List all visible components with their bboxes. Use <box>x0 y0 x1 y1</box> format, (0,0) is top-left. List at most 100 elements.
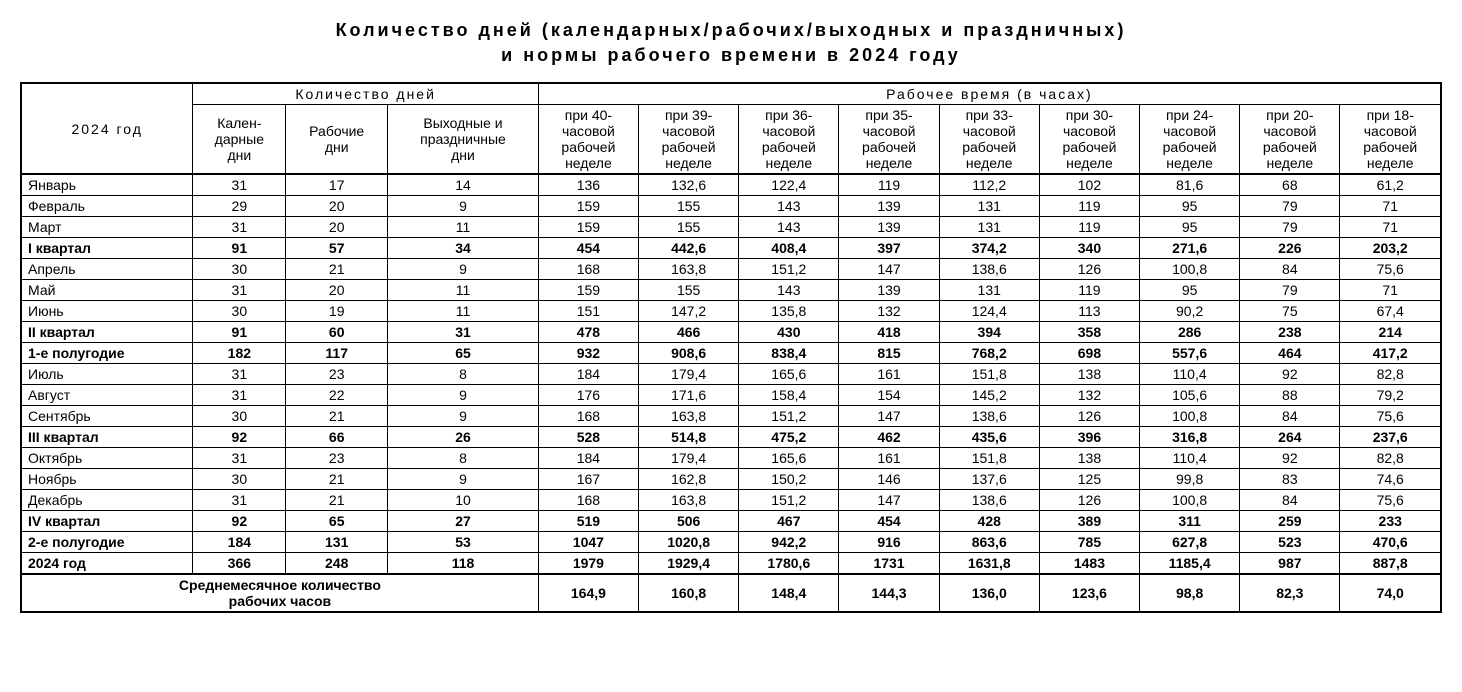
row-cell: 286 <box>1140 322 1240 343</box>
row-label: Июнь <box>21 301 193 322</box>
row-cell: 139 <box>839 280 939 301</box>
row-cell: 92 <box>193 427 286 448</box>
row-label: II квартал <box>21 322 193 343</box>
row-cell: 161 <box>839 364 939 385</box>
row-cell: 147,2 <box>639 301 739 322</box>
row-cell: 138,6 <box>939 490 1039 511</box>
row-cell: 23 <box>286 448 388 469</box>
avg-cell: 123,6 <box>1039 574 1139 612</box>
table-row: Октябрь31238184179,4165,6161151,8138110,… <box>21 448 1441 469</box>
row-cell: 112,2 <box>939 174 1039 196</box>
row-cell: 29 <box>193 196 286 217</box>
row-cell: 31 <box>193 280 286 301</box>
row-cell: 430 <box>739 322 839 343</box>
row-cell: 84 <box>1240 490 1340 511</box>
row-label: Октябрь <box>21 448 193 469</box>
row-cell: 75 <box>1240 301 1340 322</box>
row-label: Ноябрь <box>21 469 193 490</box>
row-cell: 150,2 <box>739 469 839 490</box>
row-cell: 20 <box>286 196 388 217</box>
row-cell: 1979 <box>538 553 638 575</box>
row-cell: 138,6 <box>939 259 1039 280</box>
row-cell: 176 <box>538 385 638 406</box>
row-cell: 100,8 <box>1140 490 1240 511</box>
row-cell: 442,6 <box>639 238 739 259</box>
row-cell: 932 <box>538 343 638 364</box>
row-cell: 627,8 <box>1140 532 1240 553</box>
row-cell: 31 <box>193 385 286 406</box>
row-cell: 238 <box>1240 322 1340 343</box>
avg-cell: 82,3 <box>1240 574 1340 612</box>
row-cell: 151,8 <box>939 364 1039 385</box>
row-cell: 815 <box>839 343 939 364</box>
row-cell: 161 <box>839 448 939 469</box>
header-hours-group: Рабочее время (в часах) <box>538 83 1441 105</box>
row-cell: 8 <box>388 448 539 469</box>
row-cell: 462 <box>839 427 939 448</box>
row-cell: 428 <box>939 511 1039 532</box>
row-cell: 214 <box>1340 322 1441 343</box>
row-cell: 155 <box>639 280 739 301</box>
row-label: Апрель <box>21 259 193 280</box>
row-cell: 271,6 <box>1140 238 1240 259</box>
row-cell: 838,4 <box>739 343 839 364</box>
row-cell: 31 <box>193 448 286 469</box>
row-cell: 71 <box>1340 196 1441 217</box>
avg-cell: 136,0 <box>939 574 1039 612</box>
row-cell: 366 <box>193 553 286 575</box>
table-row: 2024 год36624811819791929,41780,61731163… <box>21 553 1441 575</box>
row-cell: 519 <box>538 511 638 532</box>
row-cell: 470,6 <box>1340 532 1441 553</box>
row-cell: 159 <box>538 196 638 217</box>
row-cell: 92 <box>1240 448 1340 469</box>
row-cell: 863,6 <box>939 532 1039 553</box>
row-cell: 90,2 <box>1140 301 1240 322</box>
row-cell: 528 <box>538 427 638 448</box>
row-cell: 478 <box>538 322 638 343</box>
avg-cell: 148,4 <box>739 574 839 612</box>
table-row: Декабрь312110168163,8151,2147138,6126100… <box>21 490 1441 511</box>
row-cell: 135,8 <box>739 301 839 322</box>
row-cell: 987 <box>1240 553 1340 575</box>
row-cell: 139 <box>839 196 939 217</box>
table-row: Сентябрь30219168163,8151,2147138,6126100… <box>21 406 1441 427</box>
row-cell: 22 <box>286 385 388 406</box>
row-cell: 88 <box>1240 385 1340 406</box>
row-cell: 105,6 <box>1140 385 1240 406</box>
row-cell: 131 <box>939 217 1039 238</box>
row-cell: 916 <box>839 532 939 553</box>
row-cell: 30 <box>193 259 286 280</box>
row-cell: 162,8 <box>639 469 739 490</box>
row-cell: 417,2 <box>1340 343 1441 364</box>
avg-label: Среднемесячное количестворабочих часов <box>21 574 538 612</box>
row-cell: 396 <box>1039 427 1139 448</box>
row-cell: 131 <box>939 280 1039 301</box>
row-cell: 9 <box>388 196 539 217</box>
row-cell: 34 <box>388 238 539 259</box>
row-cell: 159 <box>538 280 638 301</box>
row-cell: 31 <box>193 490 286 511</box>
row-cell: 68 <box>1240 174 1340 196</box>
row-cell: 264 <box>1240 427 1340 448</box>
row-cell: 131 <box>286 532 388 553</box>
row-cell: 125 <box>1039 469 1139 490</box>
header-year: 2024 год <box>21 83 193 174</box>
avg-cell: 144,3 <box>839 574 939 612</box>
row-cell: 259 <box>1240 511 1340 532</box>
row-label: IV квартал <box>21 511 193 532</box>
table-row: IV квартал926527519506467454428389311259… <box>21 511 1441 532</box>
row-cell: 81,6 <box>1140 174 1240 196</box>
avg-cell: 74,0 <box>1340 574 1441 612</box>
row-cell: 557,6 <box>1140 343 1240 364</box>
row-cell: 119 <box>839 174 939 196</box>
row-cell: 138 <box>1039 364 1139 385</box>
row-cell: 138 <box>1039 448 1139 469</box>
row-cell: 23 <box>286 364 388 385</box>
row-cell: 17 <box>286 174 388 196</box>
row-cell: 1631,8 <box>939 553 1039 575</box>
table-row: Июнь301911151147,2135,8132124,411390,275… <box>21 301 1441 322</box>
row-cell: 1483 <box>1039 553 1139 575</box>
row-cell: 165,6 <box>739 448 839 469</box>
row-cell: 79 <box>1240 196 1340 217</box>
row-cell: 9 <box>388 469 539 490</box>
